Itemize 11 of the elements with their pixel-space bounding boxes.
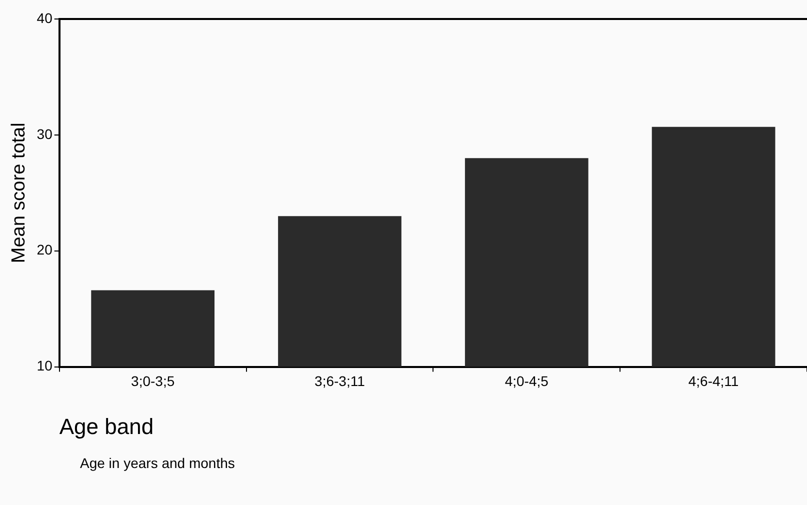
y-tick-label: 30 xyxy=(36,126,53,142)
x-tick-label: 4;6-4;11 xyxy=(688,373,739,390)
y-tick-label: 10 xyxy=(36,358,53,374)
x-axis-title: Age band xyxy=(59,414,154,439)
x-tick-label: 3;0-3;5 xyxy=(131,373,175,390)
y-tick-label: 40 xyxy=(36,10,53,26)
x-tick-label: 3;6-3;11 xyxy=(314,373,366,390)
y-tick-label: 20 xyxy=(36,242,53,258)
text: Age in years and months xyxy=(80,455,235,471)
x-tick-label: 4;0-4;5 xyxy=(504,373,549,390)
y-axis-title: Mean score total xyxy=(8,122,30,264)
